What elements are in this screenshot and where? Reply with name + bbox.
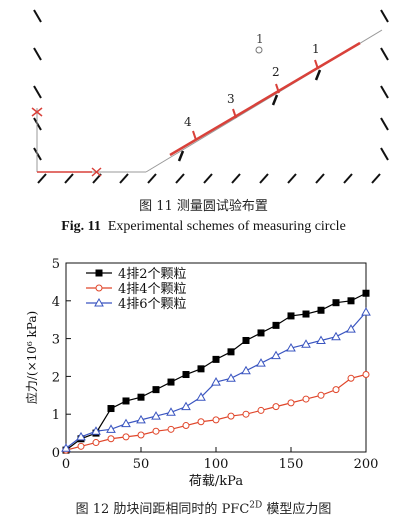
data-point (138, 394, 144, 400)
data-point (363, 372, 369, 378)
data-point (123, 398, 129, 404)
series-3 (62, 308, 370, 451)
y-axis-label: 应力/(×10⁶ kPa) (24, 311, 39, 404)
data-point (198, 419, 204, 425)
data-point (108, 406, 114, 412)
circle-label-1: 1 (312, 42, 320, 56)
data-point (257, 359, 265, 366)
data-point (273, 322, 279, 328)
legend-label: 4排4个颗粒 (118, 282, 187, 297)
data-point (182, 403, 190, 410)
figure-11-caption-en: Fig. 11 Experimental schemes of measurin… (0, 219, 407, 235)
bottom-wall-hatch (38, 174, 380, 183)
figure-11-caption-cn: 图 11 测量圆试验布置 (0, 195, 407, 214)
y-tick-label: 5 (52, 257, 60, 272)
data-point (303, 396, 309, 402)
y-tick-label: 1 (52, 408, 60, 423)
data-point (333, 387, 339, 393)
data-point (168, 426, 174, 432)
circle-label-3: 3 (227, 92, 235, 106)
right-wall-hatch (381, 10, 388, 160)
x-tick-label: 200 (354, 457, 379, 472)
red-load-marks (32, 108, 101, 176)
data-point (348, 298, 354, 304)
data-point (228, 413, 234, 419)
legend-entry-1: 4排2个颗粒 (86, 267, 187, 282)
data-point (258, 407, 264, 413)
y-tick-label: 0 (52, 446, 60, 461)
data-point (362, 308, 370, 315)
data-point (243, 337, 249, 343)
x-axis-label: 荷载/kPa (189, 474, 243, 489)
figure-11-label: Fig. 11 (61, 219, 101, 234)
data-point (198, 366, 204, 372)
data-point (348, 375, 354, 381)
model-boundary (37, 30, 382, 172)
figure-12-caption: 图 12 肋块间距相同时的 PFC2D 模型应力图 (0, 498, 407, 517)
circle-label-4: 4 (184, 115, 192, 129)
data-point (273, 404, 279, 410)
data-point (243, 411, 249, 417)
data-point (318, 307, 324, 313)
data-point (168, 379, 174, 385)
data-point (318, 392, 324, 398)
data-point (288, 400, 294, 406)
data-point (183, 372, 189, 378)
legend-label: 4排2个颗粒 (118, 267, 187, 282)
legend-label: 4排6个颗粒 (118, 297, 187, 312)
data-point (108, 436, 114, 442)
figure-11-caption-text: Experimental schemes of measuring circle (108, 219, 346, 234)
data-point (78, 443, 84, 449)
data-point (96, 270, 102, 276)
y-tick-label: 4 (52, 295, 60, 310)
data-point (96, 285, 102, 291)
isolated-measuring-circle (256, 47, 262, 53)
x-tick-label: 0 (62, 457, 70, 472)
isolated-circle-label: 1 (256, 32, 264, 46)
data-point (123, 434, 129, 440)
measuring-circle-ticks (193, 60, 318, 140)
data-point (288, 313, 294, 319)
figure-12-caption-sup: 2D (249, 501, 262, 511)
data-point (153, 387, 159, 393)
legend-entry-2: 4排4个颗粒 (86, 282, 187, 297)
data-point (227, 374, 235, 381)
circle-label-2: 2 (272, 65, 280, 79)
measuring-circle-diagram: 1 1 2 3 4 (0, 0, 407, 200)
data-point (228, 349, 234, 355)
rib-inclined-line (170, 43, 360, 155)
legend-entry-3: 4排6个颗粒 (86, 297, 187, 312)
stress-chart: 012345050100150200荷载/kPa应力/(×10⁶ kPa) 4排… (0, 250, 407, 490)
data-point (303, 311, 309, 317)
figure-12-caption-main: 图 12 肋块间距相同时的 PFC (76, 502, 250, 517)
x-tick-label: 100 (204, 457, 229, 472)
data-point (333, 300, 339, 306)
x-tick-label: 150 (279, 457, 304, 472)
data-point (272, 352, 280, 359)
data-point (138, 432, 144, 438)
data-point (213, 417, 219, 423)
figure-12-caption-tail: 模型应力图 (262, 502, 331, 517)
data-point (93, 440, 99, 446)
data-point (183, 423, 189, 429)
rib-blocks (179, 70, 320, 161)
x-tick-label: 50 (133, 457, 150, 472)
data-point (363, 290, 369, 296)
data-point (258, 330, 264, 336)
y-tick-label: 2 (52, 370, 60, 385)
y-tick-label: 3 (52, 333, 60, 348)
data-point (153, 428, 159, 434)
data-point (213, 356, 219, 362)
data-point (242, 367, 250, 374)
data-point (332, 333, 340, 340)
